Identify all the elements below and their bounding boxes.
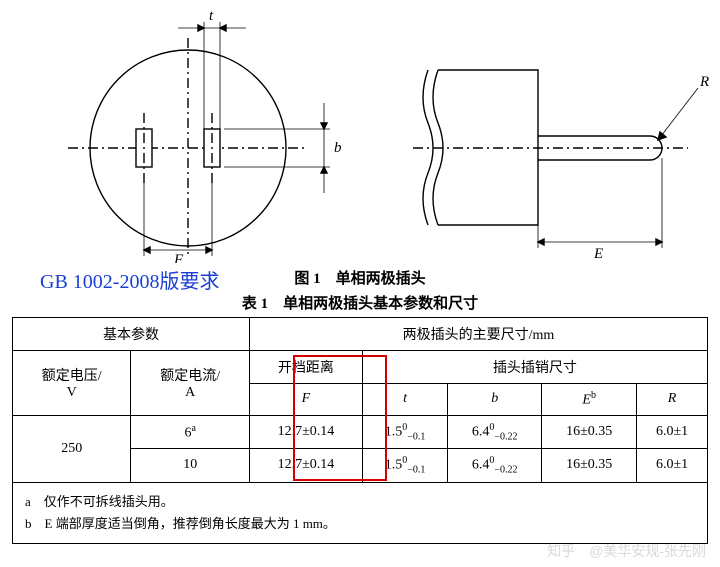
dim-label-E: E xyxy=(593,246,603,262)
dim-label-R: R xyxy=(699,74,709,90)
table-footnotes: a 仅作不可拆线插头用。 b E 端部厚度适当倒角，推荐倒角长度最大为 1 mm… xyxy=(12,483,708,544)
plug-drawing-svg: t F b E R xyxy=(8,8,712,263)
th-E: Eb xyxy=(542,384,637,416)
cell-current: 10 xyxy=(131,449,249,482)
standard-version-label: GB 1002-2008版要求 xyxy=(40,265,219,294)
th-pin-dims: 插头插销尺寸 xyxy=(362,351,707,384)
th-F: F xyxy=(249,384,362,416)
cell-F: 12.7±0.14 xyxy=(249,415,362,448)
parameters-table: 基本参数 两极插头的主要尺寸/mm 额定电压/V 额定电流/A 开档距离 插头插… xyxy=(12,317,708,483)
dim-label-b: b xyxy=(334,140,342,156)
cell-E: 16±0.35 xyxy=(542,415,637,448)
dim-label-F: F xyxy=(173,252,184,263)
cell-b: 6.40−0.22 xyxy=(448,415,542,448)
th-basic-params: 基本参数 xyxy=(13,318,250,351)
engineering-diagram: t F b E R xyxy=(8,8,712,263)
cell-R: 6.0±1 xyxy=(637,415,708,448)
th-voltage: 额定电压/V xyxy=(13,351,131,416)
th-b: b xyxy=(448,384,542,416)
cell-b: 6.40−0.22 xyxy=(448,449,542,482)
dim-label-t: t xyxy=(209,8,214,24)
cell-E: 16±0.35 xyxy=(542,449,637,482)
th-R: R xyxy=(637,384,708,416)
table-caption: 表 1 单相两极插头基本参数和尺寸 xyxy=(8,292,712,313)
cell-t: 1.50−0.1 xyxy=(362,449,447,482)
cell-voltage: 250 xyxy=(13,415,131,482)
th-t: t xyxy=(362,384,447,416)
cell-current: 6a xyxy=(131,415,249,448)
cell-F: 12.7±0.14 xyxy=(249,449,362,482)
watermark-text: 知乎 @美华安规-张先刚 xyxy=(547,541,706,561)
footnote-b: b E 端部厚度适当倒角，推荐倒角长度最大为 1 mm。 xyxy=(25,513,695,535)
th-current: 额定电流/A xyxy=(131,351,249,416)
th-gap: 开档距离 xyxy=(249,351,362,384)
table-row: 250 6a 12.7±0.14 1.50−0.1 6.40−0.22 16±0… xyxy=(13,415,708,448)
cell-R: 6.0±1 xyxy=(637,449,708,482)
cell-t: 1.50−0.1 xyxy=(362,415,447,448)
footnote-a: a 仅作不可拆线插头用。 xyxy=(25,491,695,513)
th-main-dims: 两极插头的主要尺寸/mm xyxy=(249,318,707,351)
